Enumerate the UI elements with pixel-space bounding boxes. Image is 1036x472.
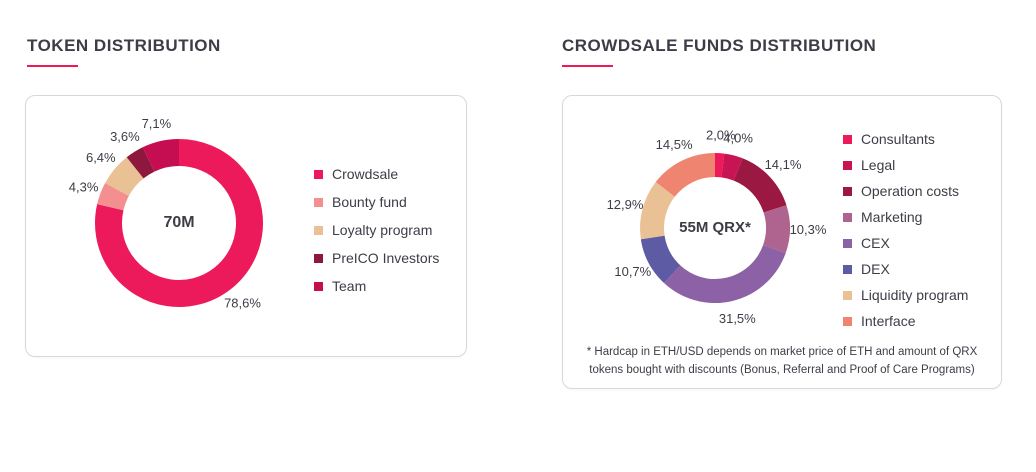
donut-segment-legal <box>721 153 743 181</box>
donut-segment-liquidity-program <box>640 182 676 240</box>
token-distribution-donut-chart: 78,6% 4,3% 6,4% 3,6%7,1% <box>69 116 263 310</box>
segment-percent-label-preico-investors: 3,6% <box>110 129 140 144</box>
segment-percent-label-bounty-fund: 4,3% <box>69 179 99 194</box>
crowdsale-funds-card: 2,0% 4,0% 14,1% 10,3% 31,5% 10,7% 12,9% 14,5% 5… <box>562 95 1002 389</box>
segment-percent-label-cex: 31,5% <box>719 311 756 326</box>
token-distribution-legend: Crowdsale Bounty fund Loyalty program PreIC… <box>314 160 439 300</box>
legend-label-consultants: Consultants <box>861 131 935 147</box>
legend-swatch-team <box>314 281 323 291</box>
legend-swatch-loyalty-program <box>314 225 323 235</box>
legend-swatch-legal <box>843 160 852 170</box>
legend-label-loyalty-program: Loyalty program <box>332 222 433 238</box>
legend-swatch-marketing <box>843 212 852 222</box>
segment-percent-label-legal: 4,0% <box>723 130 753 145</box>
legend-item-liquidity-program: Liquidity program <box>843 282 968 308</box>
token-donut-center-label: 70M <box>163 214 195 231</box>
legend-item-bounty-fund: Bounty fund <box>314 188 439 216</box>
legend-label-marketing: Marketing <box>861 209 923 225</box>
donut-segment-marketing <box>762 205 790 253</box>
donut-segment-cex <box>664 244 786 303</box>
segment-percent-label-loyalty-program: 6,4% <box>86 150 116 165</box>
segment-percent-label-operation-costs: 14,1% <box>765 157 802 172</box>
crowdsale-funds-distribution-title: CROWDSALE FUNDS DISTRIBUTION <box>562 36 877 55</box>
legend-label-team: Team <box>332 278 367 294</box>
legend-swatch-crowdsale <box>314 169 323 179</box>
donut-segment-interface <box>655 153 716 198</box>
legend-item-legal: Legal <box>843 152 968 178</box>
crowdsale-funds-legend: Consultants Legal Operation costs Marketing… <box>843 126 968 334</box>
legend-item-crowdsale: Crowdsale <box>314 160 439 188</box>
segment-percent-label-crowdsale: 78,6% <box>224 295 261 310</box>
legend-item-loyalty-program: Loyalty program <box>314 216 439 244</box>
legend-label-dex: DEX <box>861 261 890 277</box>
legend-swatch-operation-costs <box>843 186 852 196</box>
hardcap-footnote: * Hardcap in ETH/USD depends on market p… <box>586 346 978 376</box>
legend-label-bounty-fund: Bounty fund <box>332 194 407 210</box>
legend-item-operation-costs: Operation costs <box>843 178 968 204</box>
funds-donut-center-label: 55M QRX* <box>679 219 751 236</box>
donut-segment-crowdsale <box>95 139 263 307</box>
segment-percent-label-team: 7,1% <box>142 116 172 131</box>
donut-segment-consultants <box>714 153 725 178</box>
crowdsale-funds-donut-chart: 2,0%4,0% 14,1% 10,3% 31,5% 10,7% 12,9% 14,5% <box>607 128 827 326</box>
legend-item-consultants: Consultants <box>843 126 968 152</box>
token-distribution-card: 78,6% 4,3% 6,4% 3,6% 7,1% 70M Crowdsale Bount… <box>25 95 467 357</box>
legend-label-preico-investors: PreICO Investors <box>332 250 440 266</box>
legend-label-crowdsale: Crowdsale <box>332 166 399 182</box>
legend-item-preico-investors: PreICO Investors <box>314 244 439 272</box>
legend-item-team: Team <box>314 272 439 300</box>
token-distribution-title: TOKEN DISTRIBUTION <box>27 36 221 55</box>
title-underline <box>562 65 613 67</box>
segment-percent-label-liquidity-program: 12,9% <box>607 197 644 212</box>
segment-percent-label-interface: 14,5% <box>656 137 693 152</box>
legend-swatch-preico-investors <box>314 253 323 263</box>
legend-label-liquidity-program: Liquidity program <box>861 287 969 303</box>
legend-swatch-interface <box>843 316 852 326</box>
title-underline <box>27 65 78 67</box>
legend-swatch-bounty-fund <box>314 197 323 207</box>
donut-segment-bounty-fund <box>97 183 130 211</box>
legend-swatch-cex <box>843 238 852 248</box>
legend-swatch-liquidity-program <box>843 290 852 300</box>
legend-item-cex: CEX <box>843 230 968 256</box>
segment-percent-label-marketing: 10,3% <box>790 222 827 237</box>
legend-label-operation-costs: Operation costs <box>861 183 960 199</box>
legend-item-interface: Interface <box>843 308 968 334</box>
donut-segment-operation-costs <box>733 158 787 214</box>
donut-segment-preico-investors <box>126 147 155 179</box>
legend-label-cex: CEX <box>861 235 890 251</box>
donut-segment-dex <box>640 235 681 283</box>
legend-swatch-dex <box>843 264 852 274</box>
segment-percent-label-dex: 10,7% <box>614 264 651 279</box>
segment-percent-label-consultants: 2,0% <box>706 128 736 143</box>
legend-label-interface: Interface <box>861 313 916 329</box>
legend-item-dex: DEX <box>843 256 968 282</box>
donut-segment-team <box>142 139 180 172</box>
legend-item-marketing: Marketing <box>843 204 968 230</box>
legend-label-legal: Legal <box>861 157 896 173</box>
donut-segment-loyalty-program <box>105 157 144 197</box>
legend-swatch-consultants <box>843 134 852 144</box>
